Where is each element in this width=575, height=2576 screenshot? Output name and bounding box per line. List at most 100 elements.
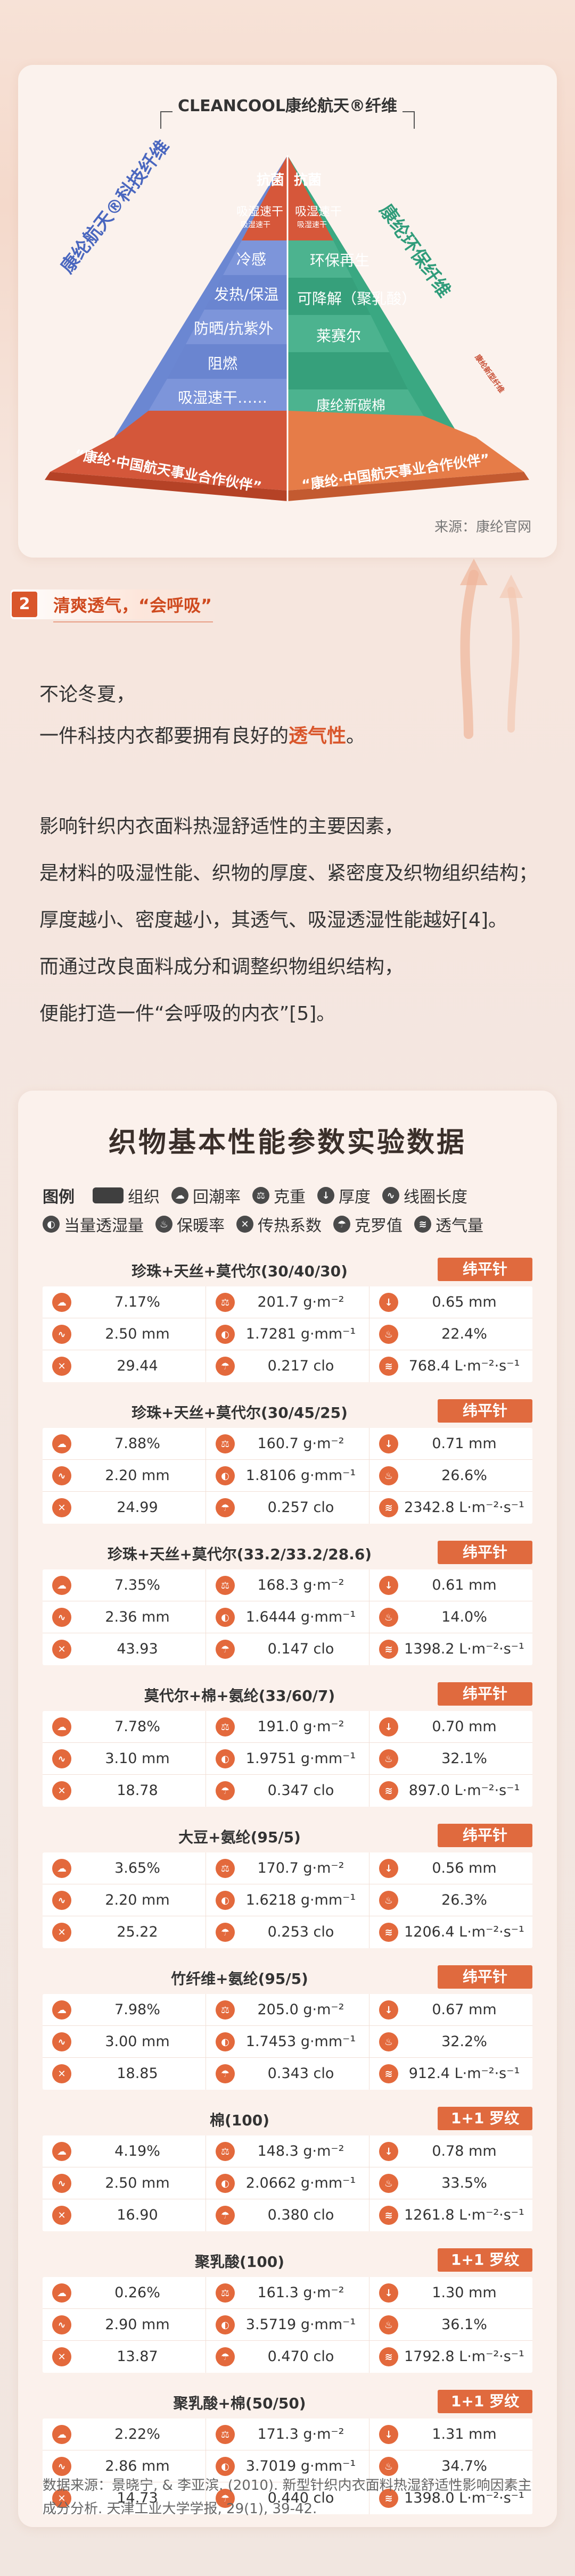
table-row: ✕ 18.78 ☂ 0.347 clo ≋ 897.0 L·m⁻²·s⁻¹ <box>43 1775 532 1807</box>
pyramid-left-top-label: 抗菌 <box>257 172 285 188</box>
table-row: ∿ 2.20 mm ◐ 1.6218 g·mm⁻¹ ♨ 26.3% <box>43 1884 532 1916</box>
sample-values-grid: ☁ 7.78% ⚖ 191.0 g·m⁻² ↓ 0.70 mm ∿ 3.10 mm ◐ 1.975… <box>43 1711 532 1807</box>
thickness-icon: ↓ <box>317 1187 334 1204</box>
air-permeability-icon: ≋ <box>379 1640 398 1659</box>
cell-value: 34.7% <box>441 2458 487 2474</box>
air-permeability-icon: ≋ <box>379 2347 398 2366</box>
value-cell: ⚖ 148.3 g·m⁻² <box>206 2135 369 2167</box>
sample-block: 聚乳酸(100) 1+1 罗纹 ☁ 0.26% ⚖ 161.3 g·m⁻² ↓ 1.30 mm… <box>43 2246 532 2378</box>
pyramid-left-layer: 阻燃 <box>208 355 238 372</box>
cell-value: 768.4 L·m⁻²·s⁻¹ <box>408 1358 520 1374</box>
table-row: ✕ 25.22 ☂ 0.253 clo ≋ 1206.4 L·m⁻²·s⁻¹ <box>43 1916 532 1948</box>
cell-value: 0.65 mm <box>432 1294 497 1310</box>
table-row: ∿ 3.00 mm ◐ 1.7453 g·mm⁻¹ ♨ 32.2% <box>43 2026 532 2058</box>
cell-value: 2.0662 g·mm⁻¹ <box>245 2175 356 2191</box>
cell-value: 25.22 <box>117 1924 158 1940</box>
value-cell: ✕ 13.87 <box>43 2341 206 2373</box>
sample-block: 聚乳酸+棉(50/50) 1+1 罗纹 ☁ 2.22% ⚖ 171.3 g·m⁻² ↓ 1.3… <box>43 2388 532 2520</box>
structure-tag: 1+1 罗纹 <box>438 2107 532 2130</box>
clo-icon: ☂ <box>333 1216 350 1233</box>
value-cell: ♨ 26.3% <box>369 1884 532 1916</box>
sample-values-grid: ☁ 0.26% ⚖ 161.3 g·m⁻² ↓ 1.30 mm ∿ 2.90 mm ◐ 3.571… <box>43 2277 532 2373</box>
cell-value: 160.7 g·m⁻² <box>257 1435 344 1452</box>
value-cell: ◐ 1.9751 g·mm⁻¹ <box>206 1743 369 1774</box>
structure-tag: 纬平针 <box>438 1399 532 1423</box>
heat-transfer-icon: ✕ <box>52 1498 71 1517</box>
heat-retention-icon: ♨ <box>379 1325 398 1344</box>
cell-value: 0.26% <box>114 2284 160 2301</box>
sample-header: 珍珠+天丝+莫代尔(30/40/30) 纬平针 <box>43 1256 532 1283</box>
heat-transfer-icon: ✕ <box>52 2064 71 2083</box>
gram-weight-icon: ⚖ <box>216 2142 235 2161</box>
pyramid-right-second-sub: 吸湿速干 <box>297 221 327 229</box>
value-cell: ◐ 1.6218 g·mm⁻¹ <box>206 1884 369 1916</box>
cell-value: 2.86 mm <box>105 2458 170 2474</box>
value-cell: ☁ 7.35% <box>43 1569 206 1601</box>
cell-value: 32.2% <box>441 2033 487 2050</box>
structure-tag: 纬平针 <box>438 1682 532 1706</box>
value-cell: ✕ 29.44 <box>43 1350 206 1382</box>
value-cell: ≋ 2342.8 L·m⁻²·s⁻¹ <box>369 1492 532 1524</box>
value-cell: ↓ 0.78 mm <box>369 2135 532 2167</box>
heat-transfer-icon: ✕ <box>52 1923 71 1942</box>
clo-icon: ☂ <box>216 2064 235 2083</box>
cell-value: 2342.8 L·m⁻²·s⁻¹ <box>404 1499 524 1516</box>
table-row: ☁ 0.26% ⚖ 161.3 g·m⁻² ↓ 1.30 mm <box>43 2277 532 2309</box>
heat-transfer-icon: ✕ <box>52 2347 71 2366</box>
moisture-permeability-icon: ◐ <box>216 1466 235 1485</box>
sample-values-grid: ☁ 7.98% ⚖ 205.0 g·m⁻² ↓ 0.67 mm ∿ 3.00 mm ◐ 1.745… <box>43 1994 532 2090</box>
value-cell: ◐ 3.7019 g·mm⁻¹ <box>206 2450 369 2482</box>
legend-item-label: 当量透湿量 <box>64 1217 144 1235</box>
air-permeability-icon: ≋ <box>379 2064 398 2083</box>
value-cell: ✕ 43.93 <box>43 1633 206 1665</box>
value-cell: ✕ 18.85 <box>43 2058 206 2090</box>
cell-value: 7.78% <box>114 1718 160 1735</box>
moisture-permeability-icon: ◐ <box>216 2032 235 2051</box>
value-cell: ♨ 34.7% <box>369 2450 532 2482</box>
table-row: ✕ 16.90 ☂ 0.380 clo ≋ 1261.8 L·m⁻²·s⁻¹ <box>43 2199 532 2231</box>
table-row: ∿ 2.90 mm ◐ 3.5719 g·mm⁻¹ ♨ 36.1% <box>43 2309 532 2341</box>
value-cell: ∿ 3.00 mm <box>43 2026 206 2057</box>
thickness-icon: ↓ <box>379 1859 398 1878</box>
clo-icon: ☂ <box>216 1923 235 1942</box>
heat-transfer-icon: ✕ <box>52 1357 71 1376</box>
heat-retention-icon: ♨ <box>155 1216 172 1233</box>
cell-value: 32.1% <box>441 1750 487 1767</box>
moisture-regain-icon: ☁ <box>52 1576 71 1595</box>
sample-header: 棉(100) 1+1 罗纹 <box>43 2105 532 2132</box>
thickness-icon: ↓ <box>379 2425 398 2444</box>
heat-retention-icon: ♨ <box>379 2315 398 2334</box>
cell-value: 0.70 mm <box>432 1718 497 1735</box>
thickness-icon: ↓ <box>379 1434 398 1453</box>
value-cell: ≋ 912.4 L·m⁻²·s⁻¹ <box>369 2058 532 2090</box>
cell-value: 1398.0 L·m⁻²·s⁻¹ <box>404 2490 524 2506</box>
value-cell: ☂ 0.380 clo <box>206 2199 369 2231</box>
legend-item-label: 厚度 <box>339 1188 371 1207</box>
coil-length-icon: ∿ <box>52 1608 71 1627</box>
heat-transfer-icon: ✕ <box>52 1640 71 1659</box>
air-permeability-icon: ≋ <box>379 1357 398 1376</box>
moisture-permeability-icon: ◐ <box>216 2315 235 2334</box>
moisture-permeability-icon: ◐ <box>216 2457 235 2476</box>
sample-header: 聚乳酸+棉(50/50) 1+1 罗纹 <box>43 2388 532 2415</box>
table-row: ∿ 2.20 mm ◐ 1.8106 g·mm⁻¹ ♨ 26.6% <box>43 1460 532 1492</box>
cell-value: 1.7453 g·mm⁻¹ <box>245 2033 356 2050</box>
legend: 图例 组织 ☁ 回潮率 ⚖ 克重 ↓ 厚度 ∿ 线圈长度 ◐ 当量透湿量 ♨ 保暖率 ✕ 传热… <box>43 1181 543 1239</box>
pyramid-right-second-label: 吸湿速干 <box>295 205 342 219</box>
heat-retention-icon: ♨ <box>379 1891 398 1910</box>
cell-value: 18.78 <box>117 1782 158 1799</box>
cell-value: 7.17% <box>114 1294 160 1310</box>
sample-block: 大豆+氨纶(95/5) 纬平针 ☁ 3.65% ⚖ 170.7 g·m⁻² ↓ 0.56 mm… <box>43 1822 532 1954</box>
value-cell: ☁ 3.65% <box>43 1852 206 1884</box>
cell-value: 16.90 <box>117 2207 158 2223</box>
cell-value: 3.7019 g·mm⁻¹ <box>245 2458 356 2474</box>
structure-legend-swatch <box>93 1187 124 1203</box>
coil-length-icon: ∿ <box>52 1891 71 1910</box>
sample-block: 莫代尔+棉+氨纶(33/60/7) 纬平针 ☁ 7.78% ⚖ 191.0 g·m⁻² ↓ 0… <box>43 1680 532 1812</box>
sample-block: 珍珠+天丝+莫代尔(30/45/25) 纬平针 ☁ 7.88% ⚖ 160.7 g·m⁻²… <box>43 1397 532 1529</box>
clo-icon: ☂ <box>216 1781 235 1800</box>
thickness-icon: ↓ <box>379 1293 398 1312</box>
cell-value: 1.6444 g·mm⁻¹ <box>245 1609 356 1625</box>
table-row: ☁ 7.35% ⚖ 168.3 g·m⁻² ↓ 0.61 mm <box>43 1569 532 1601</box>
intro-line-2-pre: 一件科技内衣都要拥有良好的 <box>39 725 289 747</box>
